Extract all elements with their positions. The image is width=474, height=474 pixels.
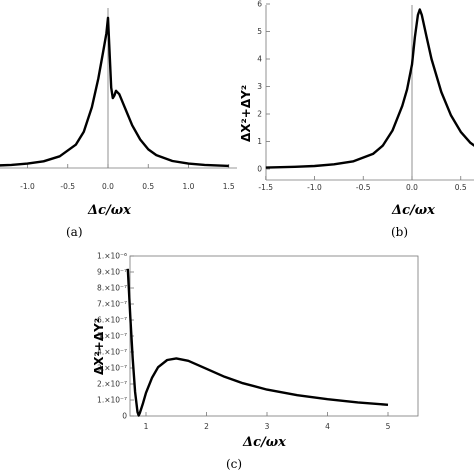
panel-c-y-tick-label-2: 2.×10⁻⁷ bbox=[97, 380, 127, 389]
panel-b-x-tick-label-1: -1.0 bbox=[307, 183, 322, 192]
panel-c: 1 2 3 4 5 0 1.×10⁻⁷ 2.×10⁻⁷ 3.×10⁻⁷ 4.×10⁻⁷ 5.×10⁻… bbox=[92, 252, 419, 471]
panel-a-x-tick-label-2: 0.0 bbox=[102, 182, 114, 191]
panel-c-y-tick-label-6: 6.×10⁻⁷ bbox=[97, 316, 127, 325]
panel-c-y-tick-label-10: 1.×10⁻⁶ bbox=[97, 252, 127, 261]
panel-a-x-tick-label-0: -1.0 bbox=[20, 182, 35, 191]
panel-c-x-tick-label-1: 2 bbox=[204, 422, 209, 431]
panel-c-ylabel: ΔX²+ΔY² bbox=[92, 318, 106, 375]
panel-b-y-tick-label-1: 1 bbox=[257, 137, 262, 146]
panel-c-y-tick-label-1: 1.×10⁻⁷ bbox=[97, 396, 127, 405]
panel-b-y-tick-label-2: 2 bbox=[257, 110, 262, 119]
panel-c-y-tick-label-7: 7.×10⁻⁷ bbox=[97, 300, 127, 309]
panel-b-x-tick-label-3: 0.0 bbox=[406, 183, 418, 192]
panel-a-x-tick-label-3: 0.5 bbox=[142, 182, 154, 191]
panel-a-xlabel: Δc/ωx bbox=[87, 203, 131, 218]
panel-b-x-tick-label-0: -1.5 bbox=[258, 183, 273, 192]
panel-b-y-tick-label-3: 3 bbox=[257, 82, 262, 91]
panel-c-x-tick-label-2: 3 bbox=[265, 422, 270, 431]
panel-b-y-tick-label-0: 0 bbox=[257, 165, 262, 174]
panel-c-x-tick-label-4: 5 bbox=[386, 422, 391, 431]
panel-c-x-tick-label-0: 1 bbox=[144, 422, 149, 431]
panel-b-x-tick-label-4: 0.5 bbox=[455, 183, 467, 192]
panel-b-xlabel: Δc/ωx bbox=[391, 203, 435, 218]
panel-b-curve bbox=[265, 8, 474, 169]
panel-c-y-tick-label-5: 5.×10⁻⁷ bbox=[97, 332, 127, 341]
panel-a-x-tick-label-5: 1.5 bbox=[223, 182, 235, 191]
panel-a: -1.0 -0.5 0.0 0.5 1.0 1.5 Δc/ωx (a) bbox=[0, 8, 237, 239]
panel-c-y-tick-label-9: 9.×10⁻⁷ bbox=[97, 268, 127, 277]
panel-c-caption: (c) bbox=[226, 457, 242, 471]
panel-b-caption: (b) bbox=[391, 225, 408, 239]
panel-b-y-tick-label-6: 6 bbox=[257, 0, 262, 9]
panel-a-x-tick-label-1: -0.5 bbox=[60, 182, 75, 191]
panel-a-x-tick-label-4: 1.0 bbox=[183, 182, 195, 191]
panel-c-xlabel: Δc/ωx bbox=[242, 435, 286, 450]
panel-c-x-tick-label-3: 4 bbox=[325, 422, 330, 431]
panel-b-ylabel: ΔX²+ΔY² bbox=[239, 85, 253, 142]
panel-b-x-tick-label-2: -0.5 bbox=[356, 183, 371, 192]
panel-c-y-tick-label-4: 4.×10⁻⁷ bbox=[97, 348, 127, 357]
panel-c-y-tick-label-0: 0 bbox=[122, 412, 127, 421]
panel-c-curve bbox=[126, 268, 389, 417]
panel-a-caption: (a) bbox=[66, 225, 83, 239]
panel-c-y-tick-label-3: 3.×10⁻⁷ bbox=[97, 364, 127, 373]
panel-a-curve bbox=[0, 16, 229, 168]
panel-c-y-tick-label-8: 8.×10⁻⁷ bbox=[97, 284, 127, 293]
panel-b-y-tick-label-5: 5 bbox=[257, 27, 262, 36]
panel-b-y-tick-label-4: 4 bbox=[257, 55, 262, 64]
